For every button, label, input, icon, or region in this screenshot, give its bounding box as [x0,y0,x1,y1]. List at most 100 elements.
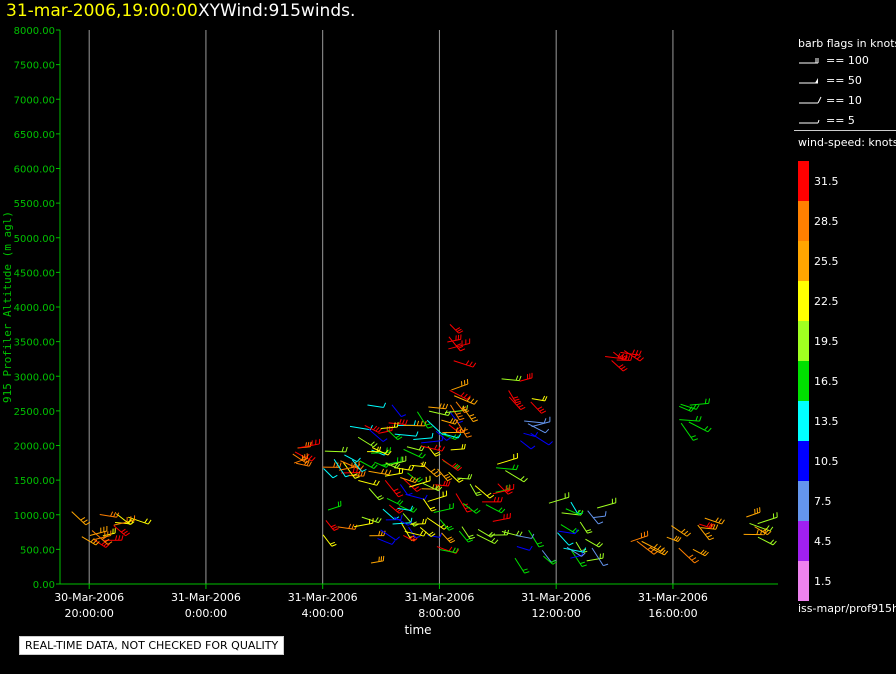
wind-barb [531,416,551,428]
barb-flag [515,464,519,470]
flag-100-row: == 100 [798,54,869,69]
barb-flag [409,476,414,482]
barb-flag [354,476,360,479]
wind-barb [650,547,669,556]
barb-flag [548,441,553,446]
wind-barb [514,557,530,574]
barb-flag [630,355,633,361]
barb-staff [333,459,346,478]
barb-flag [339,462,342,468]
barb-flag [476,493,482,496]
y-tick-label: 3000.00 [14,372,55,383]
barb-flag [524,571,530,574]
speed-color-swatch [798,361,809,401]
barb-flag [416,420,420,426]
wind-barb [71,511,91,526]
barb-staff [757,516,778,525]
wind-barb [754,526,772,536]
barb-flag [708,398,711,404]
barb-flag [518,404,524,408]
barb-flag [382,438,388,442]
barb-staff [557,532,570,546]
wind-barb [327,500,342,511]
wind-barb [557,532,574,546]
wind-barb [448,471,464,483]
barb-flag [471,416,477,420]
barb-flag [764,529,770,534]
wind-barb [380,529,400,541]
barb-flag [441,435,444,441]
barb-flag [603,563,609,567]
wind-barb [527,423,550,434]
wind-barb [377,538,396,545]
barb-flag [710,523,715,529]
barb-flag [411,521,417,525]
wind-barb [508,390,521,404]
y-ticks: 0.00 500.00 1000.00 1500.00 2000.00 2500.00 30… [14,26,60,591]
wind-barb [442,433,462,439]
barb-flag [463,443,466,449]
x-tick-date-label: 30-Mar-2006 [54,591,124,604]
barb-flag [85,521,91,526]
barb-flag [388,469,392,475]
wind-barb [351,459,367,472]
barb-flag [375,517,379,522]
x-tick-date-label: 31-Mar-2006 [288,591,358,604]
barb-flag [384,469,388,475]
barb-flag [712,524,716,530]
barb-flag [116,512,120,518]
barb-flag [300,456,306,461]
wind-barb [630,530,649,543]
barb-flag [436,473,442,478]
wind-barb [531,395,548,402]
barb-flag [114,535,118,541]
wind-barb [367,402,387,408]
wind-barb [688,421,712,433]
barb-staff [413,437,433,441]
wind-barb [296,460,312,467]
barb-flag [459,417,465,421]
barb-flag [414,478,419,483]
wind-barb [586,553,604,562]
barb-flag [453,463,459,468]
wind-barb [437,468,453,482]
barb-flag [494,539,499,544]
barb-flag [469,474,473,480]
barb-staff [570,501,579,515]
speed-color-swatch [798,401,809,441]
speed-color-swatch [798,161,809,201]
wind-barb [322,534,337,547]
wind-barb [571,550,587,567]
barb-flag [442,403,445,409]
barb-flag [473,400,478,405]
barb-flag [332,526,338,530]
wind-barb [455,493,472,513]
barb-flag [447,478,453,482]
y-tick-label: 4000.00 [14,303,55,314]
barb-flag [306,461,310,466]
wind-barb [358,479,380,486]
barb-flag [443,480,446,486]
barb-flag [447,525,453,529]
barb-flag [418,478,423,483]
barb-flag [577,509,582,515]
wind-barb [597,497,617,509]
barb-flag [519,531,523,537]
wind-barb [680,422,699,441]
barb-flag [627,355,631,361]
barb-flag [497,496,500,503]
barb-flag [469,536,475,540]
barb-flag [373,425,378,431]
barb-flag [709,537,715,541]
barb-flag [543,418,547,424]
barb-flag [332,474,338,479]
flag-100-label: == 100 [826,54,869,67]
barb-flag [673,535,678,541]
barb-staff [392,522,411,525]
barb-flag [490,533,496,538]
wind-barb [520,440,536,450]
barb-flag [501,508,506,514]
barb-flag [706,522,711,527]
barb-flag [544,396,548,402]
